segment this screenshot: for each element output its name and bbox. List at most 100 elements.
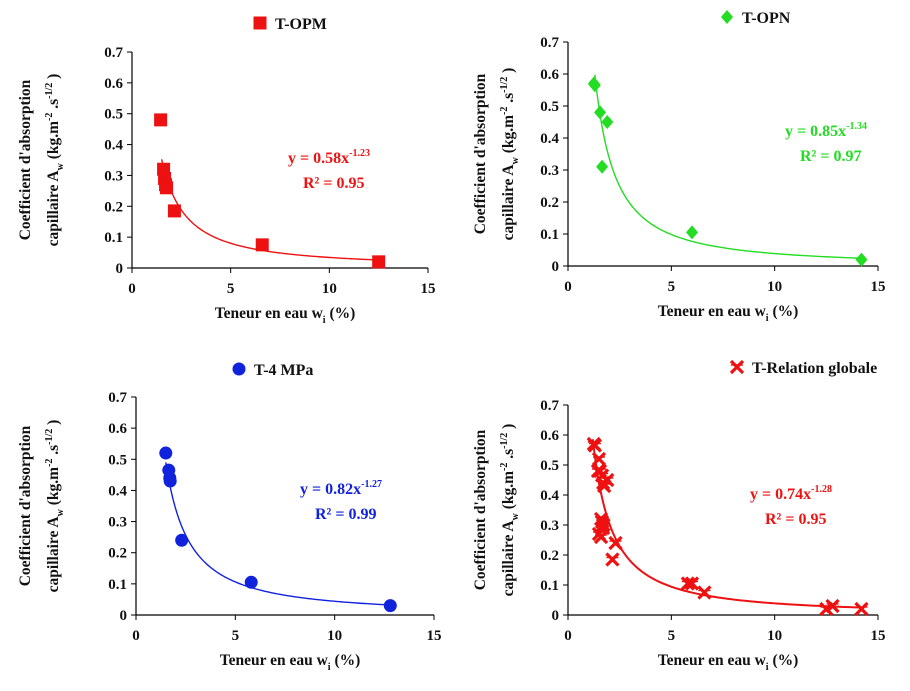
y-tick-label: 0.5 — [540, 458, 559, 474]
y-title-part: (kg.m — [500, 471, 517, 513]
y-title-superscript: -2 — [44, 113, 55, 121]
x-tick-label: 0 — [564, 279, 572, 295]
y-tick-label: 0 — [116, 261, 124, 277]
data-point — [244, 575, 258, 589]
y-title-part: capillaire A — [500, 520, 517, 597]
x-axis-title-subscript: i — [323, 315, 326, 326]
y-tick-label: 0.1 — [540, 227, 559, 243]
x-tick-label: 0 — [128, 281, 136, 297]
x-tick-label: 15 — [871, 279, 886, 295]
y-title-subscript: w — [55, 508, 66, 516]
y-title-subscript: w — [55, 162, 66, 170]
y-axis-title-line1: Coefficient d'absorption — [472, 73, 489, 234]
y-title-part: .s — [500, 93, 517, 107]
x-axis-title-main: Teneur en eau w — [658, 303, 767, 320]
y-tick-label: 0.1 — [108, 577, 127, 593]
x-axis-title: Teneur en eau wi (%) — [658, 652, 799, 673]
x-axis-title-subscript: i — [328, 662, 331, 673]
x-axis-title-unit: (%) — [326, 305, 356, 322]
x-axis-title-main: Teneur en eau w — [658, 652, 767, 669]
trend-line — [165, 462, 391, 606]
data-point — [594, 105, 607, 120]
y-axis-title-line2: capillaire Aw (kg.m-2 .s-1/2 ) — [499, 68, 521, 241]
y-tick-label: 0 — [120, 608, 128, 624]
y-title-part: .s — [45, 99, 62, 113]
x-axis-title-main: Teneur en eau w — [215, 305, 324, 322]
fit-equation-base: y = 0.74x — [750, 486, 811, 503]
y-tick-label: 0.2 — [540, 548, 559, 564]
x-tick-label: 10 — [767, 279, 782, 295]
data-point — [855, 252, 868, 267]
data-point — [255, 238, 269, 252]
y-tick-label: 0.6 — [108, 421, 127, 437]
x-axis-title-subscript: i — [766, 662, 769, 673]
chart-panel-t-opn: 0 0.1 0.2 0.3 0.4 0.5 0.6 0.7 0 5 10 15 Teneur en ea… — [455, 0, 910, 345]
y-title-part: (kg.m — [45, 121, 62, 163]
y-title-subscript: w — [510, 156, 521, 164]
y-tick-label: 0.7 — [104, 45, 123, 61]
data-point — [854, 601, 869, 617]
data-point — [605, 552, 620, 567]
x-tick-label: 15 — [421, 281, 436, 297]
y-title-part: capillaire A — [45, 170, 62, 247]
y-title-part: ) — [500, 68, 517, 77]
x-tick-label: 5 — [668, 628, 676, 644]
data-point — [591, 451, 607, 467]
chart-svg: 0 0.1 0.2 0.3 0.4 0.5 0.6 0.7 0 5 10 15 Teneur en ea… — [17, 16, 436, 326]
fit-equation: y = 0.82x-1.27 — [300, 479, 382, 498]
y-tick-label: 0.4 — [104, 138, 123, 154]
y-tick-label: 0.6 — [540, 428, 559, 444]
y-tick-label: 0.3 — [104, 168, 123, 184]
y-tick-label: 0.6 — [104, 76, 123, 92]
data-point — [175, 533, 189, 547]
y-tick-label: 0.4 — [540, 131, 559, 147]
y-tick-label: 0.4 — [108, 483, 127, 499]
data-point — [163, 474, 177, 488]
y-axis-title-line1: Coefficient d'absorption — [17, 425, 34, 586]
x-tick-label: 0 — [132, 628, 140, 644]
fit-r-squared: R² = 0.95 — [765, 511, 826, 528]
chart-svg: 0 0.1 0.2 0.3 0.4 0.5 0.6 0.7 0 5 10 15 Teneur en ea… — [472, 10, 886, 324]
chart-panel-t-4mpa: 0 0.1 0.2 0.3 0.4 0.5 0.6 0.7 0 5 10 15 Teneur en ea… — [0, 346, 455, 691]
y-axis-title-line2: capillaire Aw (kg.m-2 .s-1/2 ) — [44, 74, 66, 247]
data-point — [588, 78, 601, 93]
x-axis-title: Teneur en eau wi (%) — [220, 652, 361, 673]
x-tick-label: 5 — [232, 628, 240, 644]
y-title-superscript: -2 — [44, 459, 55, 467]
y-tick-label: 0.5 — [104, 107, 123, 123]
y-tick-label: 0.1 — [104, 230, 123, 246]
x-axis-title-subscript: i — [766, 313, 769, 324]
legend-marker — [253, 16, 267, 30]
y-tick-label: 0.3 — [540, 518, 559, 534]
y-title-part: .s — [45, 445, 62, 459]
y-tick-label: 0.5 — [108, 452, 127, 468]
y-tick-label: 0.1 — [540, 578, 559, 594]
y-tick-label: 0 — [552, 608, 560, 624]
y-title-superscript: -2 — [499, 107, 510, 115]
legend-marker — [232, 362, 246, 376]
y-tick-label: 0.7 — [108, 390, 127, 406]
x-tick-label: 5 — [668, 279, 676, 295]
trend-line — [160, 159, 379, 261]
legend-label: T-Relation globale — [752, 360, 877, 377]
y-title-part: ) — [45, 74, 62, 83]
data-point — [383, 599, 397, 613]
fit-equation: y = 0.85x-1.34 — [785, 121, 867, 140]
data-point — [600, 472, 615, 488]
fit-equation-exponent: -1.28 — [811, 484, 832, 495]
data-point — [593, 529, 609, 545]
fit-equation-base: y = 0.82x — [300, 481, 361, 498]
fit-equation: y = 0.74x-1.28 — [750, 484, 832, 503]
y-title-subscript: w — [510, 512, 521, 520]
data-point — [596, 517, 611, 533]
data-point — [160, 181, 174, 195]
x-tick-label: 10 — [327, 628, 342, 644]
data-point — [154, 113, 168, 127]
y-title-part: (kg.m — [500, 115, 517, 157]
fit-equation-exponent: -1.23 — [349, 148, 370, 159]
fit-r-squared: R² = 0.99 — [315, 506, 376, 523]
x-axis-title-main: Teneur en eau w — [220, 652, 329, 669]
legend-label: T-OPN — [742, 10, 791, 27]
y-title-superscript: -1/2 — [44, 83, 55, 99]
y-tick-label: 0.7 — [540, 35, 559, 51]
